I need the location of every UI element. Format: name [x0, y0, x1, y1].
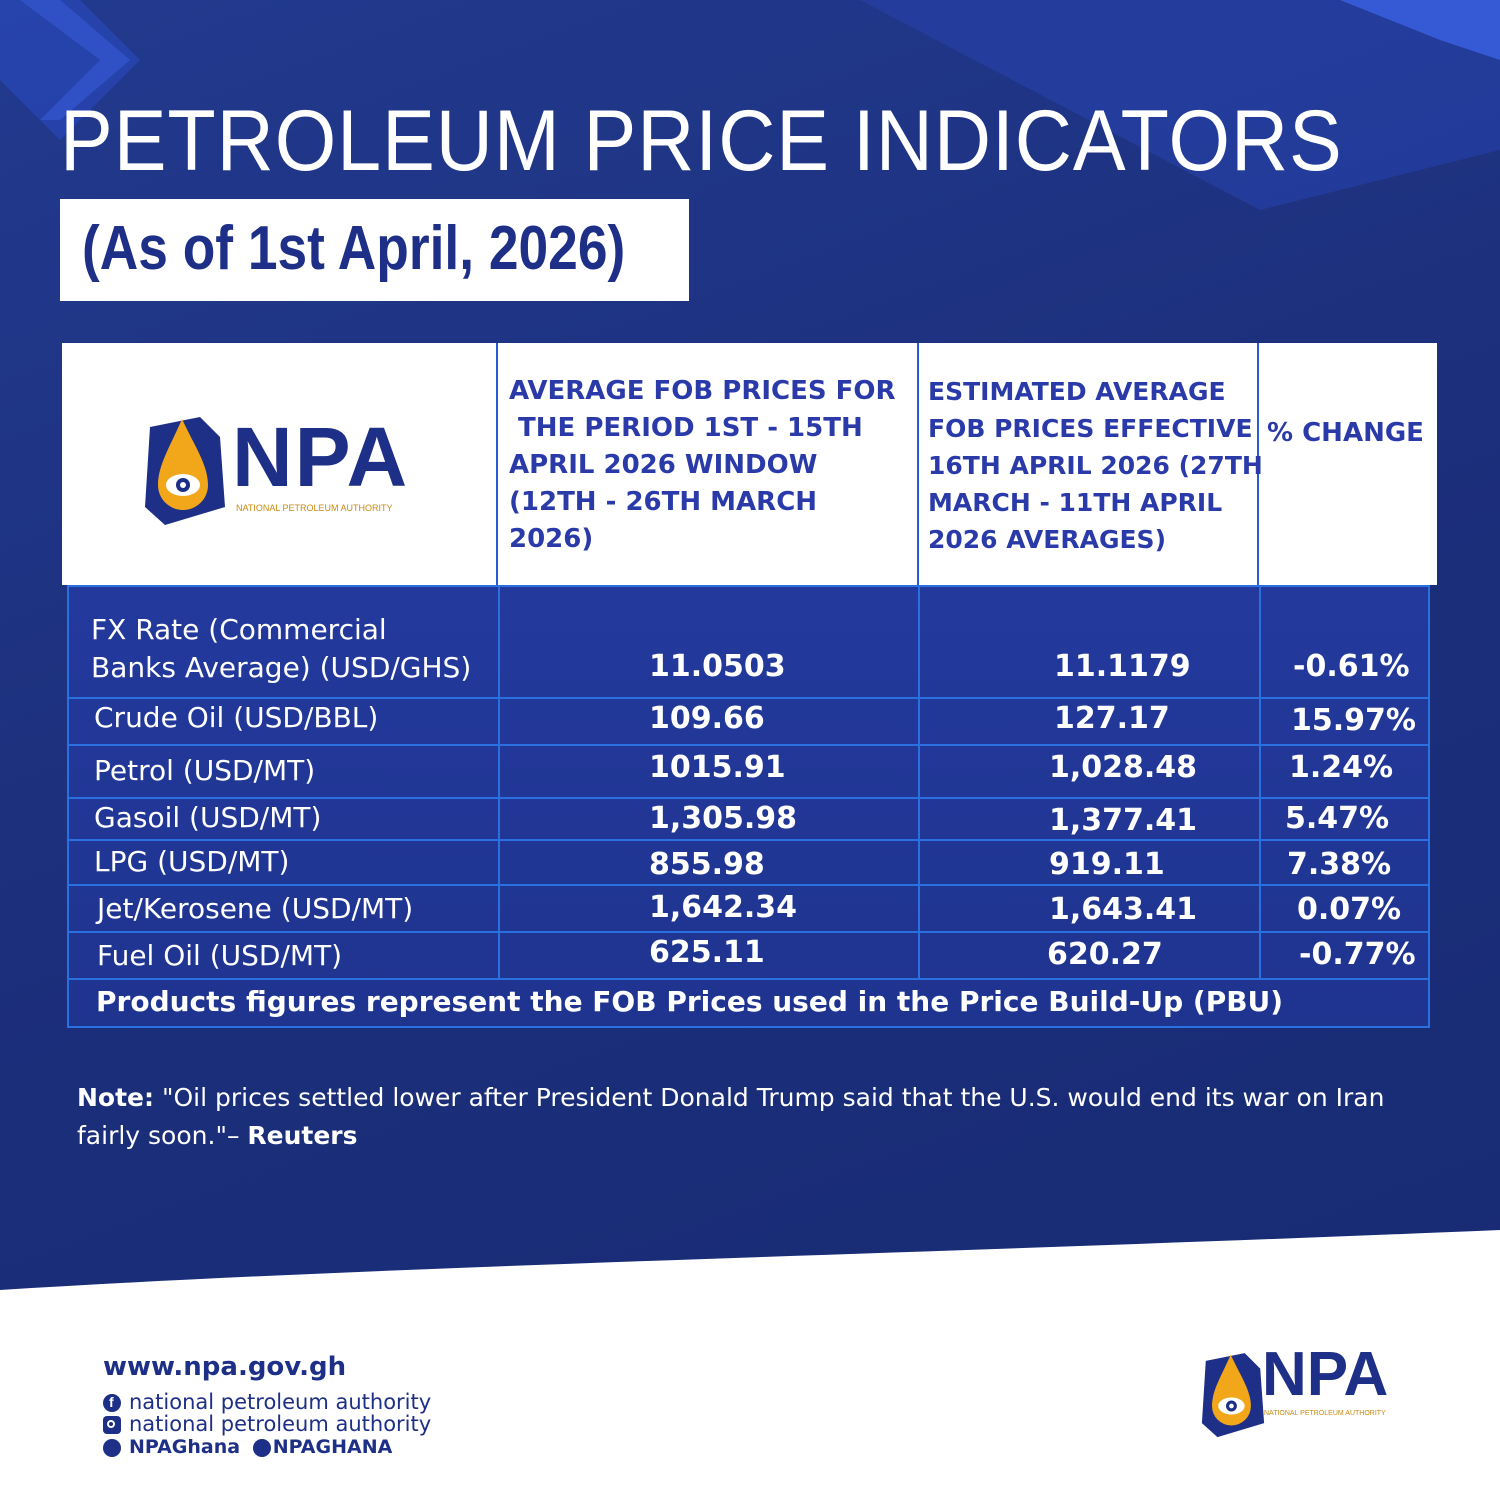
cell-change: -0.77% — [1299, 937, 1416, 972]
column-divider — [498, 587, 500, 980]
cell-avg: 855.98 — [649, 847, 765, 882]
row-label-lpg: LPG (USD/MT) — [94, 845, 290, 878]
website-link[interactable]: www.npa.gov.gh — [103, 1352, 347, 1382]
npa-logo-footer: NPA NATIONAL PETROLEUM AUTHORITY — [1198, 1342, 1408, 1462]
row-label-jet-kerosene: Jet/Kerosene (USD/MT) — [97, 892, 414, 925]
header-divider — [917, 343, 919, 585]
cell-change: -0.61% — [1293, 649, 1410, 684]
row-label-gasoil: Gasoil (USD/MT) — [94, 801, 322, 834]
row-divider — [69, 978, 1428, 980]
cell-change: 0.07% — [1297, 892, 1402, 927]
cell-avg: 625.11 — [649, 935, 765, 970]
row-divider — [69, 797, 1428, 799]
cell-avg: 1015.91 — [649, 750, 786, 785]
cell-change: 7.38% — [1287, 847, 1392, 882]
header-est-fob: ESTIMATED AVERAGE FOB PRICES EFFECTIVE 1… — [928, 377, 1263, 554]
logo-letters: NPA — [1262, 1340, 1389, 1409]
note-text: "Oil prices settled lower after Presiden… — [77, 1083, 1385, 1150]
subtitle-box: (As of 1st April, 2026) — [60, 199, 689, 301]
drop-eye-icon — [145, 417, 225, 525]
row-divider — [69, 839, 1428, 841]
cell-avg: 1,642.34 — [649, 890, 798, 925]
column-divider — [918, 587, 920, 980]
row-label-crude-oil: Crude Oil (USD/BBL) — [94, 701, 379, 734]
cell-avg: 109.66 — [649, 701, 765, 736]
row-label-fuel-oil: Fuel Oil (USD/MT) — [97, 939, 343, 972]
page-subtitle: (As of 1st April, 2026) — [82, 214, 626, 283]
npa-logo: NPA NATIONAL PETROLEUM AUTHORITY — [140, 415, 430, 525]
table-body: FX Rate (Commercial Banks Average) (USD/… — [67, 585, 1430, 1028]
row-label-petrol: Petrol (USD/MT) — [94, 754, 316, 787]
cell-est: 620.27 — [1047, 937, 1163, 972]
row-divider — [69, 744, 1428, 746]
note: Note: "Oil prices settled lower after Pr… — [77, 1079, 1417, 1155]
cell-avg: 1,305.98 — [649, 801, 798, 836]
page-title: PETROLEUM PRICE INDICATORS — [60, 93, 1343, 189]
facebook-handle: national petroleum authority — [129, 1390, 432, 1414]
tiktok-handle[interactable]: NPAGHANA — [272, 1436, 393, 1458]
facebook-link[interactable]: f national petroleum authority — [103, 1390, 431, 1414]
logo-tagline: NATIONAL PETROLEUM AUTHORITY — [1264, 1410, 1386, 1417]
facebook-icon: f — [103, 1394, 121, 1412]
tiktok-icon — [252, 1438, 271, 1457]
logo-tagline: NATIONAL PETROLEUM AUTHORITY — [236, 503, 393, 513]
table-footnote: Products figures represent the FOB Price… — [96, 985, 1284, 1018]
cell-change: 1.24% — [1289, 750, 1394, 785]
instagram-link[interactable]: national petroleum authority — [103, 1412, 431, 1436]
row-divider — [69, 697, 1428, 699]
column-divider — [1259, 587, 1261, 980]
row-divider — [69, 884, 1428, 886]
header-divider — [496, 343, 498, 585]
cell-est: 127.17 — [1054, 701, 1170, 736]
row-divider — [69, 931, 1428, 933]
cell-avg: 11.0503 — [649, 649, 786, 684]
header-divider — [1257, 343, 1259, 585]
note-label: Note: — [77, 1083, 155, 1112]
twitter-icon — [103, 1438, 121, 1457]
cell-est: 11.1179 — [1054, 649, 1191, 684]
note-source: Reuters — [247, 1121, 358, 1150]
cell-est: 1,377.41 — [1049, 803, 1198, 838]
logo-letters: NPA — [232, 410, 410, 504]
twitter-handle[interactable]: NPAGhana — [129, 1436, 241, 1458]
instagram-handle: national petroleum authority — [129, 1412, 432, 1436]
cell-est: 1,643.41 — [1049, 892, 1198, 927]
table-header: NPA NATIONAL PETROLEUM AUTHORITY AVERAGE… — [62, 343, 1437, 585]
instagram-icon — [103, 1416, 121, 1434]
header-avg-fob: AVERAGE FOB PRICES FOR THE PERIOD 1ST - … — [509, 376, 896, 554]
cell-change: 5.47% — [1285, 801, 1390, 836]
cell-change: 15.97% — [1291, 703, 1416, 738]
footer-wave — [0, 1230, 1500, 1500]
social-handles: NPAGhana NPAGHANA — [103, 1436, 392, 1458]
drop-eye-icon — [1201, 1353, 1265, 1438]
cell-est: 1,028.48 — [1049, 750, 1198, 785]
row-label-fx-rate: FX Rate (Commercial Banks Average) (USD/… — [91, 613, 472, 684]
header-change: % CHANGE — [1267, 418, 1424, 448]
cell-est: 919.11 — [1049, 847, 1165, 882]
